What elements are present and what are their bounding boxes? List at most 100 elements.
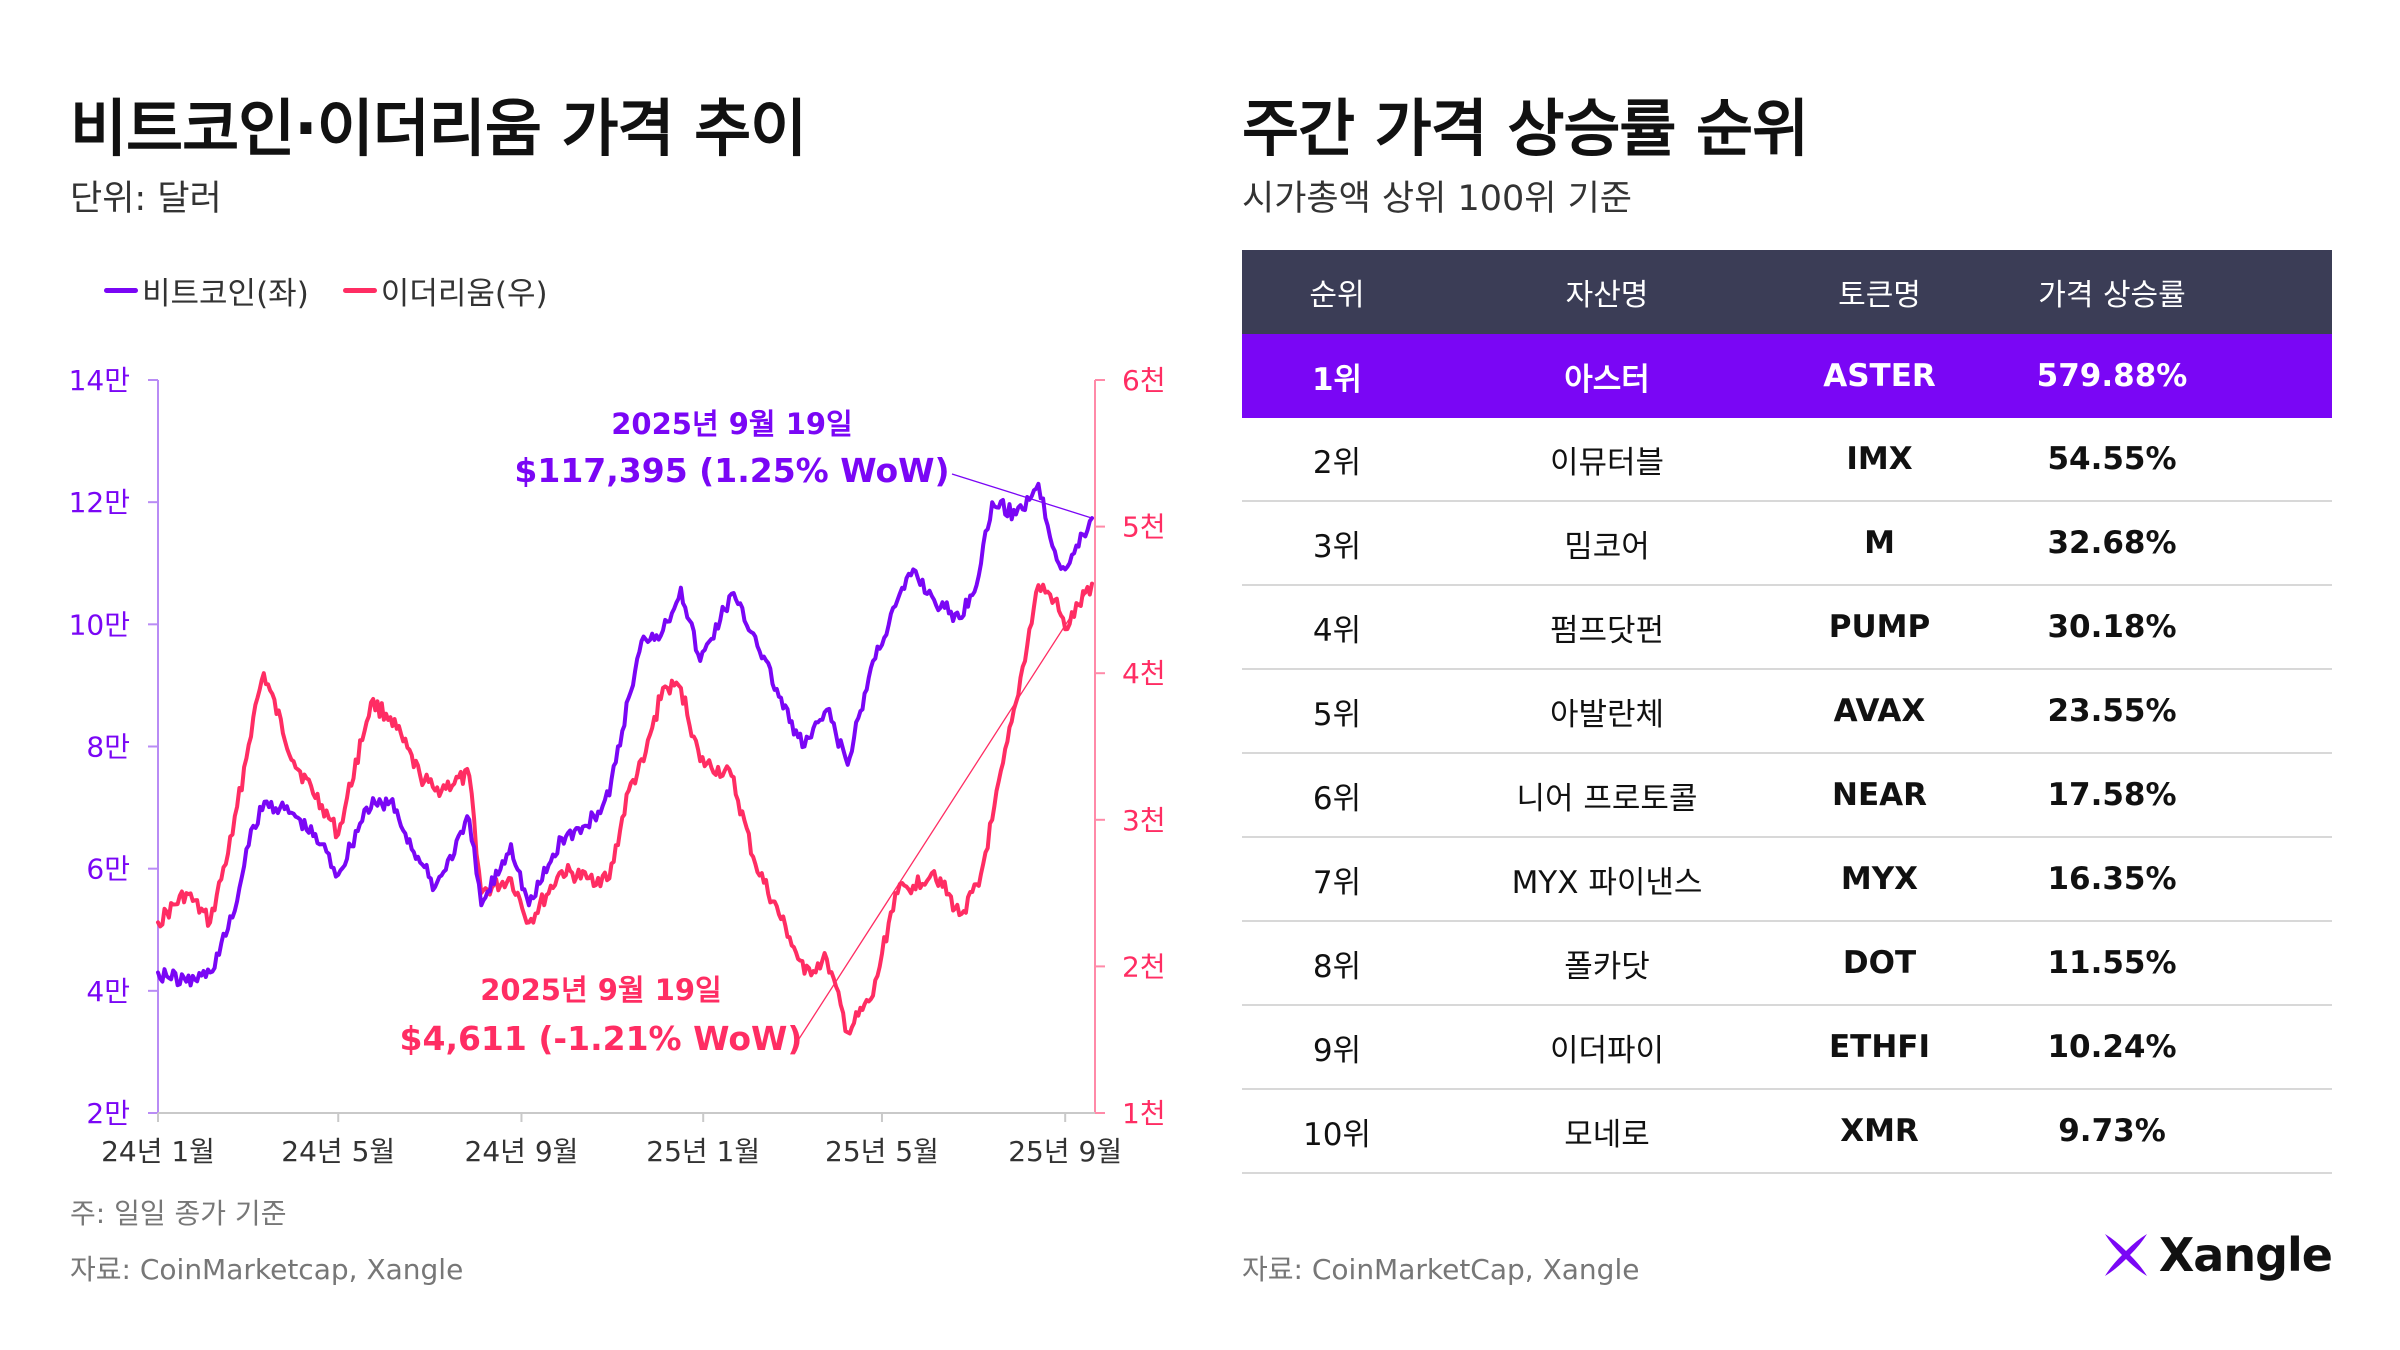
btc-annotation-date: 2025년 9월 19일 bbox=[611, 407, 852, 441]
table-row: 7위 MYX 파이낸스 MYX 16.35% bbox=[1242, 838, 2332, 922]
token-cell: XMR bbox=[1840, 1113, 1919, 1149]
left-tick-label: 8만 bbox=[86, 731, 130, 764]
eth-line bbox=[156, 581, 1094, 1036]
change-cell: 17.58% bbox=[2047, 777, 2177, 813]
legend-label-eth: 이더리움(우) bbox=[380, 276, 548, 312]
change-cell: 9.73% bbox=[2058, 1113, 2166, 1149]
asset-cell: 아스터 bbox=[1564, 361, 1650, 398]
token-cell: DOT bbox=[1842, 945, 1917, 981]
right-tick-label: 4천 bbox=[1122, 657, 1166, 690]
left-tick-label: 10만 bbox=[69, 608, 130, 641]
x-tick-label: 25년 9월 bbox=[1008, 1135, 1122, 1168]
change-cell: 579.88% bbox=[2036, 358, 2188, 394]
btc-annotation-value: $117,395 (1.25% WoW) bbox=[514, 451, 949, 490]
xangle-logo: Xangle bbox=[2101, 1228, 2333, 1282]
btc-line bbox=[156, 481, 1094, 988]
legend-swatch-btc bbox=[104, 288, 138, 293]
rank-cell: 1위 bbox=[1311, 361, 1363, 398]
table-body: 1위 아스터 ASTER 579.88% 2위 이뮤터블 IMX 54.55% 3위 밈코어 M 32… bbox=[1242, 334, 2332, 1174]
change-cell: 11.55% bbox=[2047, 945, 2177, 981]
legend-item-btc: 비트코인(좌) bbox=[104, 268, 309, 313]
eth-annotation-leader bbox=[796, 583, 1093, 1043]
left-tick-label: 14만 bbox=[69, 364, 130, 397]
eth-annotation-value: $4,611 (-1.21% WoW) bbox=[400, 1019, 803, 1058]
change-cell: 30.18% bbox=[2047, 609, 2177, 645]
token-cell: MYX bbox=[1840, 861, 1919, 897]
x-tick-label: 25년 1월 bbox=[646, 1135, 760, 1168]
asset-cell: 모네로 bbox=[1564, 1116, 1650, 1153]
x-tick-label: 24년 1월 bbox=[101, 1135, 215, 1168]
asset-cell: 이더파이 bbox=[1549, 1032, 1665, 1069]
x-tick-label: 25년 5월 bbox=[825, 1135, 939, 1168]
asset-cell: 폴카닷 bbox=[1564, 948, 1650, 985]
right-tick-label: 6천 bbox=[1122, 364, 1166, 397]
chart-source: 자료: CoinMarketcap, Xangle bbox=[70, 1253, 464, 1286]
asset-cell: 아발란체 bbox=[1549, 696, 1665, 733]
ranking-title: 주간 가격 상승률 순위 bbox=[1242, 92, 1809, 165]
token-cell: M bbox=[1864, 525, 1895, 561]
ranking-table: 순위 자산명 토큰명 가격 상승률 1위 아스터 ASTER 579.88% 2위 이뮤터… bbox=[1242, 250, 2332, 1174]
table-row: 6위 니어 프로토콜 NEAR 17.58% bbox=[1242, 754, 2332, 838]
legend-label-btc: 비트코인(좌) bbox=[142, 276, 309, 312]
token-cell: NEAR bbox=[1832, 777, 1927, 813]
table-row: 10위 모네로 XMR 9.73% bbox=[1242, 1090, 2332, 1174]
change-cell: 23.55% bbox=[2047, 693, 2177, 729]
token-cell: ETHFI bbox=[1829, 1029, 1930, 1065]
rank-cell: 4위 bbox=[1312, 612, 1362, 649]
token-cell: IMX bbox=[1846, 441, 1913, 477]
unit-label: 단위: 달러 bbox=[70, 179, 222, 219]
change-cell: 10.24% bbox=[2047, 1029, 2177, 1065]
btc-annotation-leader bbox=[951, 473, 1093, 519]
change-cell: 54.55% bbox=[2047, 441, 2177, 477]
change-cell: 32.68% bbox=[2047, 525, 2177, 561]
table-row: 9위 이더파이 ETHFI 10.24% bbox=[1242, 1006, 2332, 1090]
chart-note: 주: 일일 종가 기준 bbox=[70, 1197, 287, 1230]
header-change: 가격 상승률 bbox=[2038, 278, 2186, 313]
rank-cell: 6위 bbox=[1312, 780, 1362, 817]
rank-cell: 7위 bbox=[1312, 864, 1362, 901]
rank-cell: 3위 bbox=[1312, 528, 1362, 565]
table-row: 4위 펌프닷펀 PUMP 30.18% bbox=[1242, 586, 2332, 670]
change-cell: 16.35% bbox=[2047, 861, 2177, 897]
asset-cell: 밈코어 bbox=[1564, 528, 1650, 565]
xangle-x-icon bbox=[2104, 1234, 2147, 1276]
left-tick-label: 2만 bbox=[86, 1097, 130, 1130]
header-token: 토큰명 bbox=[1838, 278, 1921, 313]
token-cell: ASTER bbox=[1823, 358, 1936, 394]
header-rank: 순위 bbox=[1309, 278, 1365, 313]
left-tick-label: 6만 bbox=[86, 853, 130, 886]
legend-item-eth: 이더리움(우) bbox=[342, 268, 548, 313]
ranking-source: 자료: CoinMarketCap, Xangle bbox=[1242, 1253, 1640, 1286]
rank-cell: 2위 bbox=[1312, 444, 1362, 481]
price-chart: 2만 4만 6만 8만 10만 12만 14만 1천 2천 3천 4천 5천 6천 24년 1월 24년 5… bbox=[69, 364, 1166, 1168]
chart-title: 비트코인·이더리움 가격 추이 bbox=[70, 92, 807, 165]
table-row: 1위 아스터 ASTER 579.88% bbox=[1242, 334, 2332, 418]
right-tick-label: 3천 bbox=[1122, 804, 1166, 837]
right-tick-label: 1천 bbox=[1122, 1097, 1166, 1130]
asset-cell: 이뮤터블 bbox=[1549, 444, 1665, 481]
header-asset: 자산명 bbox=[1565, 278, 1649, 313]
legend-swatch-eth bbox=[342, 288, 377, 293]
rank-cell: 9위 bbox=[1312, 1032, 1362, 1069]
eth-annotation-date: 2025년 9월 19일 bbox=[480, 973, 721, 1007]
x-tick-label: 24년 5월 bbox=[281, 1135, 395, 1168]
x-tick-label: 24년 9월 bbox=[465, 1135, 579, 1168]
table-row: 2위 이뮤터블 IMX 54.55% bbox=[1242, 418, 2332, 502]
table-row: 8위 폴카닷 DOT 11.55% bbox=[1242, 922, 2332, 1006]
rank-cell: 8위 bbox=[1312, 948, 1362, 985]
table-row: 3위 밈코어 M 32.68% bbox=[1242, 502, 2332, 586]
asset-cell: 펌프닷펀 bbox=[1549, 612, 1665, 649]
table-row: 5위 아발란체 AVAX 23.55% bbox=[1242, 670, 2332, 754]
right-tick-label: 5천 bbox=[1122, 511, 1166, 544]
token-cell: PUMP bbox=[1828, 609, 1931, 645]
token-cell: AVAX bbox=[1833, 693, 1926, 729]
right-tick-label: 2천 bbox=[1122, 950, 1166, 983]
table-header: 순위 자산명 토큰명 가격 상승률 bbox=[1242, 250, 2332, 334]
rank-cell: 10위 bbox=[1303, 1116, 1371, 1153]
asset-cell: 니어 프로토콜 bbox=[1516, 780, 1698, 817]
rank-cell: 5위 bbox=[1312, 696, 1362, 733]
ranking-subtitle: 시가총액 상위 100위 기준 bbox=[1242, 179, 1632, 219]
chart-legend: 비트코인(좌) 이더리움(우) bbox=[104, 268, 548, 313]
left-tick-label: 12만 bbox=[69, 486, 130, 519]
asset-cell: MYX 파이낸스 bbox=[1511, 864, 1703, 901]
